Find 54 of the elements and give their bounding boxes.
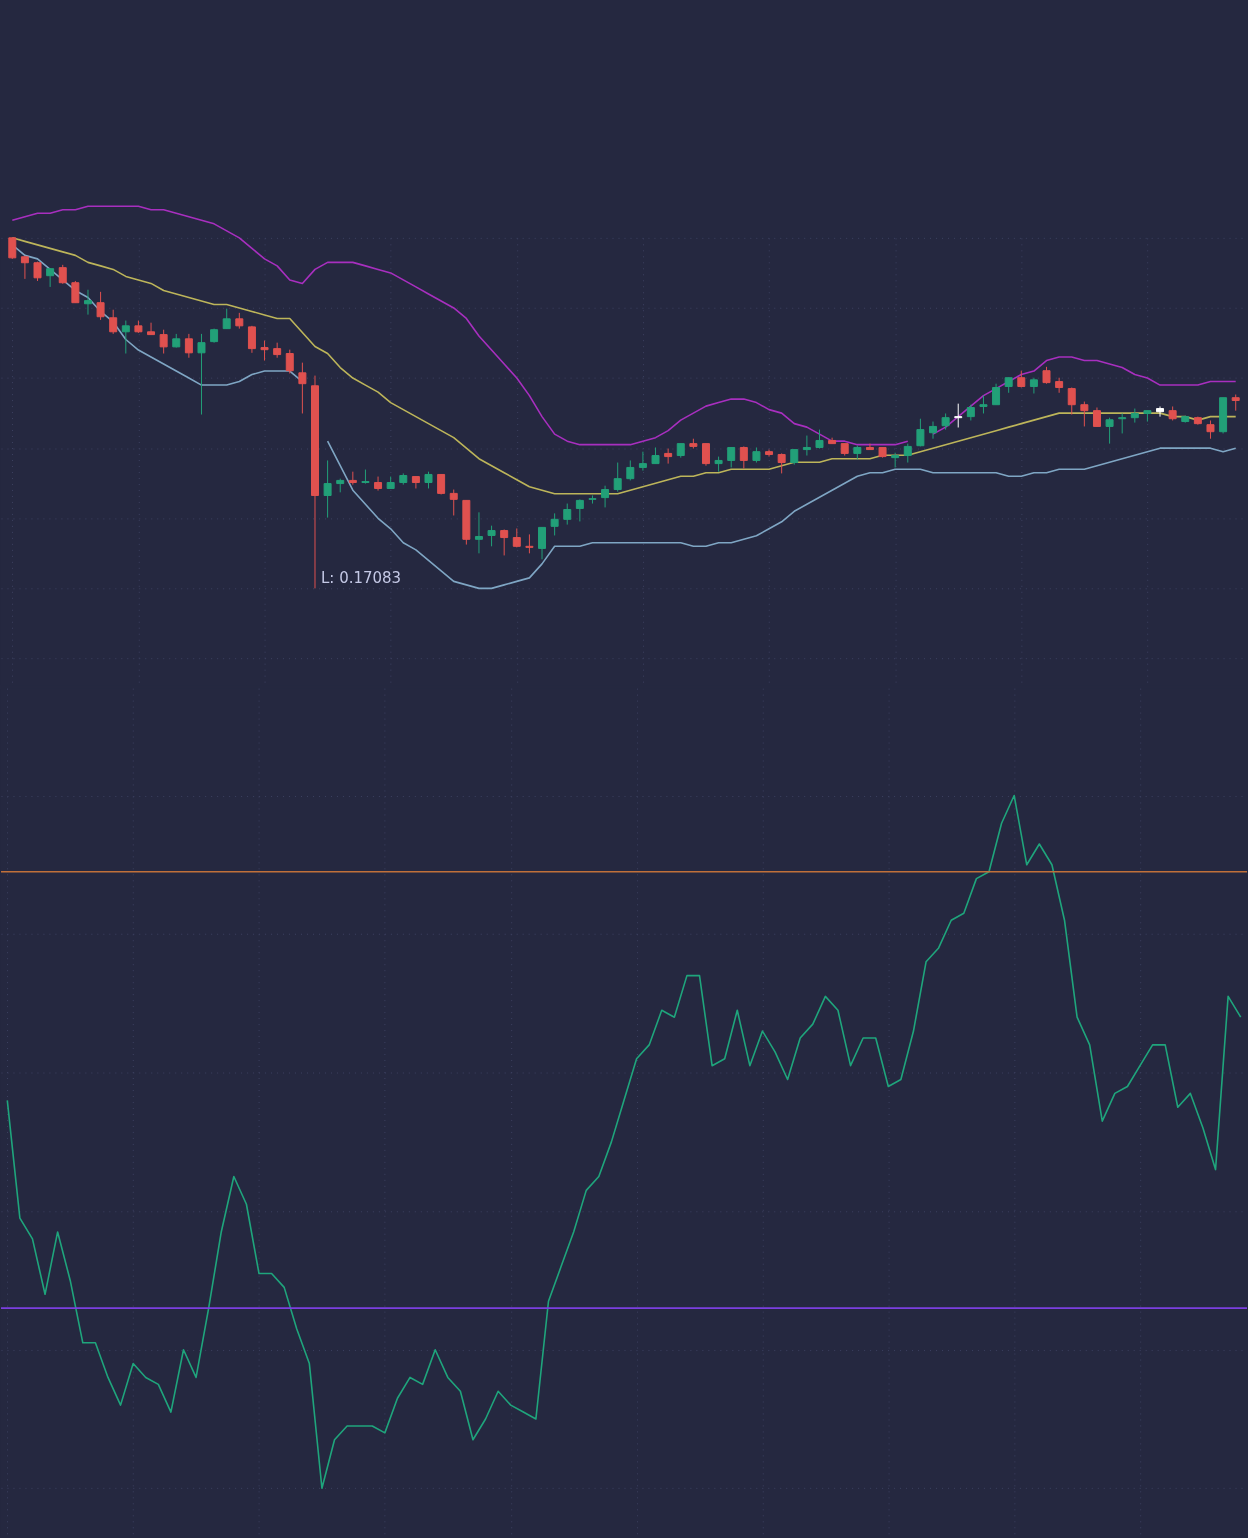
candlestick [739, 445, 748, 469]
candlestick [992, 383, 1001, 406]
candlestick [8, 237, 17, 260]
candlestick [1080, 401, 1089, 427]
candlestick [802, 435, 811, 457]
candlestick [626, 459, 635, 481]
candlestick [563, 503, 572, 526]
candlestick [1118, 412, 1127, 434]
candlestick [58, 264, 67, 285]
candlestick [1206, 419, 1215, 440]
candlestick [701, 443, 710, 467]
candlestick [601, 485, 610, 508]
candlestick [147, 322, 156, 336]
candlestick [374, 476, 383, 492]
candlestick [500, 529, 509, 556]
candlestick [575, 498, 584, 522]
candlestick [929, 421, 937, 440]
candlestick [954, 403, 963, 428]
candlestick [298, 362, 307, 414]
candlestick [815, 429, 824, 450]
candlestick [159, 329, 168, 355]
candlestick [222, 308, 231, 330]
candlestick [916, 418, 925, 447]
candlestick [46, 268, 55, 288]
candlestick [1156, 405, 1165, 418]
candlestick [109, 309, 118, 335]
candlestick [550, 512, 559, 536]
candlestick [777, 452, 786, 474]
candlestick [449, 489, 458, 516]
candlestick [865, 443, 874, 451]
candlestick [260, 340, 269, 362]
candlestick [71, 280, 80, 304]
candlestick [538, 526, 547, 560]
candlestick [903, 443, 912, 464]
candlestick [613, 462, 622, 493]
candlestick [474, 511, 483, 554]
candlestick [83, 289, 92, 316]
candlestick [121, 320, 130, 355]
candlestick [727, 446, 736, 468]
candlestick [487, 525, 496, 547]
candlestick [323, 459, 332, 519]
candlestick [285, 349, 294, 375]
annotation: L: 0.17083 [320, 569, 402, 588]
candlestick [197, 333, 206, 416]
candlestick [1092, 407, 1101, 427]
candlestick [638, 451, 647, 472]
candlestick [1055, 377, 1064, 394]
candlestick [184, 333, 193, 359]
candlestick [96, 291, 105, 321]
candlestick [1105, 417, 1114, 445]
candlestick [1067, 387, 1076, 416]
candlestick [525, 533, 534, 554]
candlestick [664, 448, 673, 465]
candlestick [247, 325, 256, 354]
